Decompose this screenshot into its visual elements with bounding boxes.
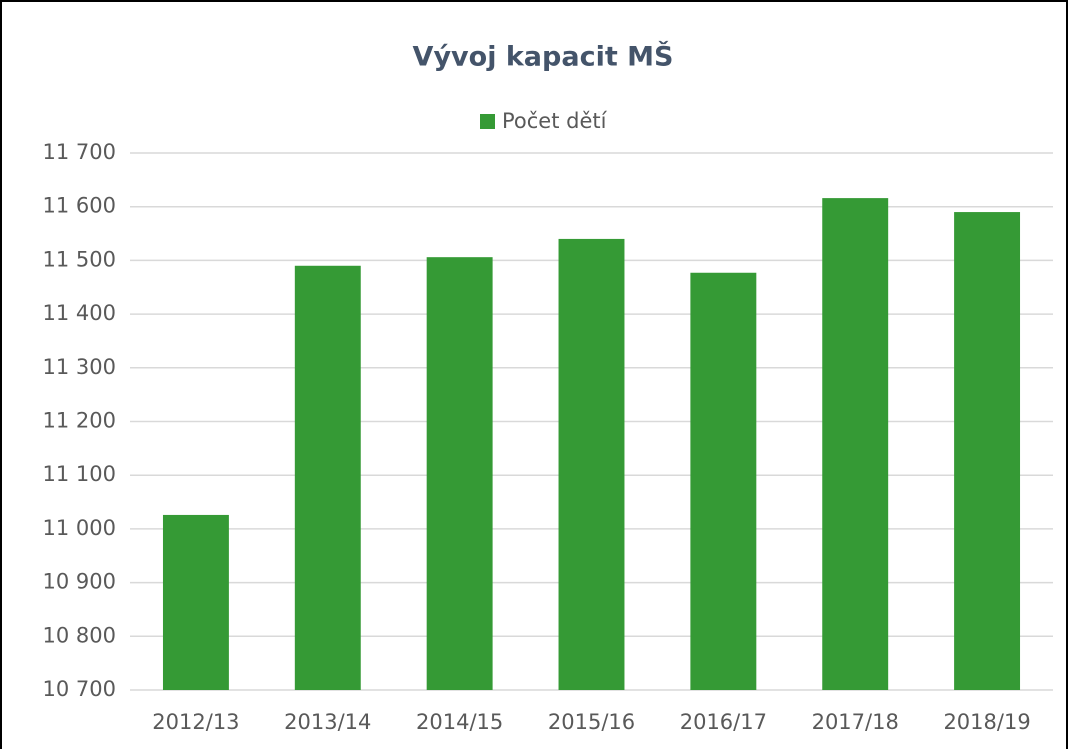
y-tick-label: 11 200	[43, 409, 116, 433]
x-tick-label: 2017/18	[812, 710, 899, 734]
bar	[426, 257, 493, 690]
x-tick-label: 2018/19	[943, 710, 1030, 734]
x-tick-label: 2014/15	[416, 710, 503, 734]
x-tick-label: 2016/17	[680, 710, 767, 734]
bar	[294, 265, 361, 690]
bar	[558, 238, 625, 691]
bar	[162, 514, 229, 690]
legend-swatch	[480, 114, 495, 129]
y-tick-label: 11 000	[43, 516, 116, 540]
y-tick-label: 11 400	[43, 301, 116, 325]
y-tick-label: 11 100	[43, 462, 116, 486]
y-tick-label: 11 500	[43, 247, 116, 271]
bar	[954, 212, 1021, 690]
y-tick-label: 11 300	[43, 355, 116, 379]
y-tick-label: 10 800	[43, 623, 116, 647]
x-tick-label: 2012/13	[152, 710, 239, 734]
bar	[690, 272, 757, 690]
bar	[822, 198, 889, 690]
y-tick-label: 10 700	[43, 677, 116, 701]
y-tick-label: 10 900	[43, 570, 116, 594]
y-tick-label: 11 600	[43, 194, 116, 218]
y-tick-label: 11 700	[43, 140, 116, 164]
legend-label: Počet dětí	[502, 109, 608, 133]
x-tick-label: 2015/16	[548, 710, 635, 734]
x-tick-label: 2013/14	[284, 710, 371, 734]
chart-title: Vývoj kapacit MŠ	[413, 41, 674, 73]
